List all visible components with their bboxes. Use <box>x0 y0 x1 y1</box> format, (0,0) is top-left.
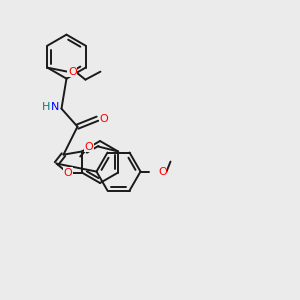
Text: O: O <box>85 142 94 152</box>
Text: O: O <box>99 114 108 124</box>
Text: O: O <box>68 67 77 76</box>
Text: O: O <box>158 167 167 177</box>
Text: N: N <box>51 102 60 112</box>
Text: H: H <box>42 102 51 112</box>
Text: O: O <box>64 167 73 178</box>
